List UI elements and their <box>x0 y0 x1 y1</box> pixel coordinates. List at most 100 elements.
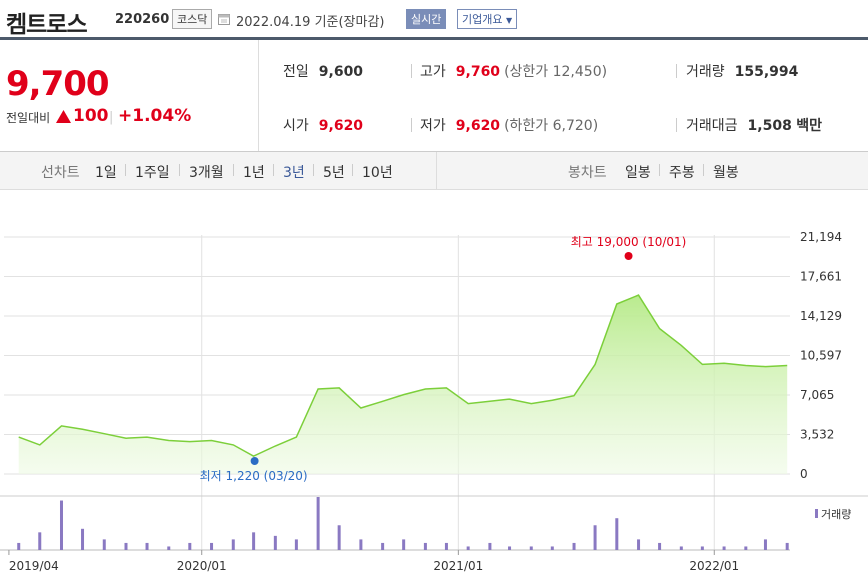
max-marker <box>624 252 633 260</box>
x-tick-label: 2022/01 <box>689 559 739 573</box>
tab-3y[interactable]: 3년 <box>283 165 305 181</box>
tab-5y[interactable]: 5년 <box>323 165 345 181</box>
market-badge: 코스닥 <box>172 9 213 29</box>
low-value: 9,620 <box>455 118 501 134</box>
divider <box>179 164 180 176</box>
volume-bar <box>658 542 662 550</box>
volume-bar <box>294 539 298 550</box>
chevron-down-icon: ▼ <box>505 16 513 25</box>
change-percent: +1.04% <box>118 106 192 126</box>
up-arrow-icon <box>56 110 71 123</box>
divider <box>273 164 274 176</box>
volume-bar <box>210 542 214 550</box>
volume-legend-swatch <box>815 509 818 518</box>
price-area <box>18 295 788 474</box>
volume-bar <box>38 532 42 550</box>
volume-bar <box>231 539 235 550</box>
divider <box>703 164 704 176</box>
high-price: 고가 9,760 (상한가 12,450) <box>420 61 607 81</box>
divider <box>436 152 437 189</box>
tab-3m[interactable]: 3개월 <box>189 165 224 181</box>
volume-bar <box>700 546 704 550</box>
price-line <box>18 294 788 457</box>
prev-close-label: 전일 <box>283 64 309 80</box>
annotations: 최고 19,000 (10/01) 최저 1,220 (03/20) <box>200 235 687 483</box>
amount-value: 1,508 <box>747 118 792 134</box>
y-tick-label: 14,129 <box>800 309 842 323</box>
volume-bar <box>722 546 726 550</box>
high-value: 9,760 <box>455 64 501 80</box>
volume-bar <box>637 539 641 550</box>
divider <box>125 164 126 176</box>
tab-1d[interactable]: 1일 <box>95 165 117 181</box>
current-price: 9,700 <box>6 64 110 104</box>
separator: | <box>109 110 114 125</box>
volume-bar <box>763 539 767 550</box>
volume-bar <box>273 535 277 550</box>
amount-unit: 백만 <box>796 118 823 134</box>
realtime-button[interactable]: 실시간 <box>406 9 447 29</box>
volume-bar <box>17 542 21 550</box>
volume: 거래량 155,994 <box>686 61 798 81</box>
divider <box>313 164 314 176</box>
low-label: 저가 <box>420 118 446 134</box>
volume-legend-label: 거래량 <box>821 508 851 521</box>
x-axis: 2019/04 2020/01 2021/01 2022/01 <box>8 550 739 573</box>
volume-bar <box>444 542 448 550</box>
tab-1w[interactable]: 1주일 <box>135 165 170 181</box>
prev-close: 전일 9,600 <box>283 61 363 81</box>
volume-bar <box>381 542 385 550</box>
volume-bar <box>188 542 192 550</box>
volume-value: 155,994 <box>734 64 799 80</box>
divider <box>411 64 412 78</box>
current-price-box: 9,700 전일대비 100 | +1.04% <box>0 40 259 151</box>
max-label: 최고 19,000 (10/01) <box>571 235 687 249</box>
min-marker <box>250 457 259 465</box>
volume-bar <box>81 528 85 550</box>
tab-10y[interactable]: 10년 <box>362 165 393 181</box>
tab-daily[interactable]: 일봉 <box>625 165 651 181</box>
low-price: 저가 9,620 (하한가 6,720) <box>420 115 598 135</box>
calendar-icon <box>218 14 230 25</box>
volume-bar <box>744 546 748 550</box>
divider <box>676 118 677 132</box>
company-overview-button[interactable]: 기업개요 ▼ <box>457 9 518 29</box>
volume-bar <box>572 542 576 550</box>
price-area-layer <box>18 294 788 474</box>
y-axis: 21,194 17,661 14,129 10,597 7,065 3,532 0 <box>800 230 842 481</box>
volume-bar <box>423 542 427 550</box>
x-tick-label: 2019/04 <box>9 559 59 573</box>
y-tick-label: 10,597 <box>800 349 842 363</box>
stock-code: 220260 <box>115 12 170 27</box>
high-label: 고가 <box>420 64 446 80</box>
x-tick-label: 2021/01 <box>433 559 483 573</box>
lower-limit: (하한가 6,720) <box>504 118 599 134</box>
tab-monthly[interactable]: 월봉 <box>713 165 739 181</box>
volume-bar <box>550 546 554 550</box>
divider <box>676 64 677 78</box>
volume-bar <box>402 539 406 550</box>
tab-1y[interactable]: 1년 <box>243 165 265 181</box>
volume-bar <box>124 542 128 550</box>
change-value: 100 <box>73 106 109 126</box>
volume-bar <box>59 500 63 550</box>
volume-bar <box>167 546 171 550</box>
stock-header: 켐트로스 220260 코스닥 2022.04.19 기준(장마감) 실시간 기… <box>0 0 868 40</box>
overview-label: 기업개요 <box>462 13 503 26</box>
volume-layer: 거래량 <box>17 497 851 550</box>
open-value: 9,620 <box>318 118 364 134</box>
volume-bar <box>593 525 597 550</box>
y-tick-label: 17,661 <box>800 270 842 284</box>
y-tick-label: 7,065 <box>800 388 834 402</box>
volume-bar <box>316 497 320 550</box>
volume-bar <box>466 546 470 550</box>
candle-chart-label: 봉차트 <box>568 165 607 181</box>
chart-period-tabs: 선차트 1일 1주일 3개월 1년 3년 5년 10년 봉차트 일봉 주봉 월봉 <box>0 152 868 190</box>
upper-limit: (상한가 12,450) <box>504 64 608 80</box>
tab-weekly[interactable]: 주봉 <box>669 165 695 181</box>
divider <box>659 164 660 176</box>
open-price: 시가 9,620 <box>283 115 363 135</box>
volume-bar <box>529 546 533 550</box>
volume-bar <box>337 525 341 550</box>
